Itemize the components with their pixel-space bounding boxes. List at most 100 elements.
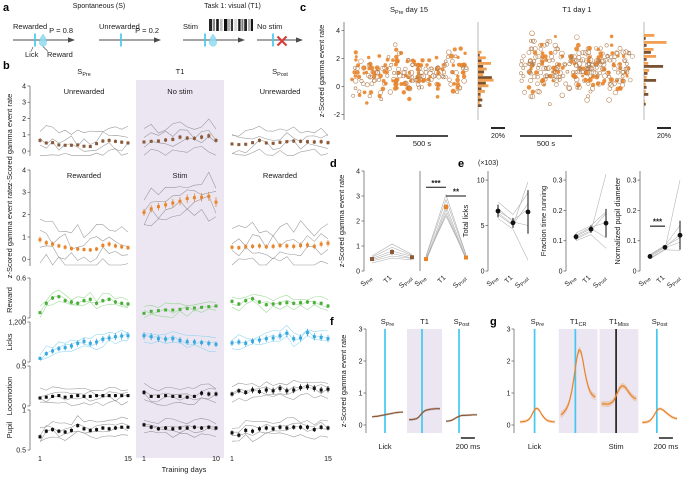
panel-b-individual-trace bbox=[39, 415, 129, 429]
panel-b-ytick-pupil-1: 0.5 bbox=[16, 447, 26, 454]
panel-b-individual-trace bbox=[231, 139, 329, 154]
panel-b-individual-trace bbox=[39, 386, 129, 391]
panel-b-ytick-reward-0: 0.6 bbox=[16, 275, 26, 282]
panel-a-reward-label: Reward bbox=[47, 50, 73, 59]
panel-e-ytick-normalized-pupil-diameter-2: 0.1 bbox=[627, 238, 637, 245]
panel-b-individual-trace bbox=[39, 131, 129, 147]
panel-b-ytick-licks-0: 1,200 bbox=[8, 319, 26, 326]
panel-e-mean-marker bbox=[495, 208, 501, 214]
panel-c-ytick-3: -2 bbox=[334, 112, 340, 119]
panel-a-prob-0: P = 0.8 bbox=[49, 26, 73, 35]
panel-e-ylabel-total-licks: Total licks bbox=[461, 204, 470, 237]
panel-e-ytick-fraction-time-running-3: 0 bbox=[559, 268, 563, 275]
panel-b-mean-series-rewarded-0 bbox=[38, 236, 130, 252]
panel-b-individual-trace bbox=[231, 393, 329, 403]
panel-e-mean-marker bbox=[573, 234, 579, 240]
panel-c-svg: 4 2 0 -2 z-Scored gamma event rate SPre day 1… bbox=[317, 5, 671, 148]
panel-c-time-scale-label-0: 500 s bbox=[413, 139, 432, 148]
panelF-trace-1 bbox=[409, 408, 440, 421]
panel-e-ytick-total-licks-2: 0 bbox=[481, 268, 485, 275]
panel-b-mean-series-pupil-1 bbox=[142, 422, 218, 431]
panel-b-individual-trace bbox=[39, 427, 129, 442]
panel-e-xtick-fraction-time-running-2: SPost bbox=[592, 274, 609, 291]
panelG-trace-1 bbox=[560, 348, 596, 416]
panel-b-ytick-licks-1: 0 bbox=[22, 359, 26, 366]
panelF-ytick-2: 1 bbox=[359, 390, 363, 397]
arrow-head bbox=[296, 37, 303, 43]
panel-b-individual-trace bbox=[231, 334, 329, 351]
panel-d-individual-line bbox=[425, 215, 467, 259]
panel-b-mean-series-unrewarded-2 bbox=[230, 138, 330, 147]
panelG-scalebar-label: 200 ms bbox=[654, 442, 679, 451]
panel-e-xtick-total-licks-2: SPost bbox=[514, 274, 531, 291]
panel-e-ytick-total-licks-0: 10 bbox=[477, 177, 485, 184]
panel-e-mean-marker bbox=[603, 220, 609, 226]
panel-d-sig-1-1: ** bbox=[453, 188, 460, 197]
panel-b-individual-trace bbox=[39, 253, 129, 266]
panel-b-individual-trace bbox=[231, 300, 329, 313]
panel-b-individual-trace bbox=[143, 418, 217, 425]
panel-b-ylabel-4: Locomotion bbox=[5, 377, 14, 416]
reward-droplet-icon bbox=[39, 33, 47, 47]
panel-b-mean-series-unrewarded-0 bbox=[38, 138, 130, 149]
panel-b-ytick-unrewarded-2: 2 bbox=[22, 116, 26, 123]
panel-b-individual-trace bbox=[231, 148, 329, 156]
panel-b-ylabel-3: Licks bbox=[5, 333, 14, 350]
panelG-title-1: T1CR bbox=[570, 317, 587, 328]
panel-b-individual-trace bbox=[231, 132, 329, 142]
panel-b-individual-trace bbox=[143, 146, 217, 156]
arrow-head bbox=[68, 37, 75, 43]
panelG-shading-2 bbox=[599, 329, 639, 433]
panel-d-individual-line bbox=[371, 255, 413, 262]
panel-b-ylabel-2: Reward bbox=[5, 287, 14, 313]
panel-d-mean-marker bbox=[464, 255, 468, 260]
panel-d-xtick-0-1: T1 bbox=[383, 274, 394, 285]
panel-d-individual-line bbox=[425, 193, 467, 257]
panelG-title-0: SPre bbox=[531, 317, 544, 328]
panel-b-xend-1: 10 bbox=[212, 456, 220, 463]
panel-b-mean-series-locomotion-0 bbox=[38, 394, 130, 400]
panel-d-individual-line bbox=[425, 198, 467, 258]
panel-b-individual-trace bbox=[143, 135, 217, 148]
panel-b-individual-trace bbox=[39, 141, 129, 152]
panel-b-ylabel-5: Pupil bbox=[5, 421, 14, 438]
panel-b-individual-trace bbox=[143, 425, 217, 434]
panel-b-individual-trace bbox=[39, 289, 129, 307]
panel-b-xstart-0: 1 bbox=[38, 456, 42, 463]
panel-b-ytick-rewarded-0: 4 bbox=[22, 167, 26, 174]
panel-b-individual-trace bbox=[39, 301, 129, 318]
panelG-ytick-1: 2 bbox=[507, 358, 511, 365]
panelG-title-2: T1Miss bbox=[609, 317, 629, 328]
panelF-ytick-0: 3 bbox=[359, 326, 363, 333]
panel-e-ytick-normalized-pupil-diameter-1: 0.2 bbox=[627, 208, 637, 215]
panel-b-xstart-2: 1 bbox=[230, 456, 234, 463]
panel-e: 10 5 0 Total licks SPre T1 SPost 0.3 0.2 0.1 0 Frac… bbox=[458, 155, 685, 310]
panel-b-ytick-reward-1: 0 bbox=[22, 315, 26, 322]
panel-b-xend-0: 15 bbox=[124, 456, 132, 463]
panel-b-individual-trace bbox=[39, 329, 129, 356]
panel-b-ytick-unrewarded-3: 1 bbox=[22, 132, 26, 139]
panelF-ytick-1: 2 bbox=[359, 358, 363, 365]
panel-b-individual-trace bbox=[231, 432, 329, 442]
panel-e-xtick-fraction-time-running-1: T1 bbox=[582, 274, 593, 285]
panel-a-lick-label: Lick bbox=[25, 50, 39, 59]
panel-b: SPre T1 SPost 4 3 2 1 0 Unrewarded No stim Unrewar… bbox=[0, 60, 340, 474]
panel-b-mean-series-locomotion-1 bbox=[142, 390, 218, 399]
panel-e-ytick-fraction-time-running-0: 0.3 bbox=[553, 177, 563, 184]
panel-d-ytick-0: 4 bbox=[356, 168, 360, 175]
panel-d-xtick-1-0: SPre bbox=[414, 274, 429, 289]
panel-d-ytick-1: 3 bbox=[356, 193, 360, 200]
panelG-event-label-2: Stim bbox=[609, 442, 624, 451]
panel-b-individual-trace bbox=[143, 392, 217, 402]
panel-b-individual-trace bbox=[39, 390, 129, 398]
panel-e-letter: e bbox=[458, 158, 465, 170]
panel-b-individual-trace bbox=[231, 417, 329, 429]
panel-c-histogram-0 bbox=[478, 50, 494, 107]
panel-c-ytick-2: 0 bbox=[336, 84, 340, 91]
panelG-trace-2 bbox=[601, 385, 637, 405]
panel-b-mean-series-licks-2 bbox=[230, 328, 330, 347]
panel-b-individual-trace bbox=[39, 245, 129, 263]
panel-e-ylabel-fraction-time-running: Fraction time running bbox=[539, 186, 548, 256]
panel-e-individual-line bbox=[575, 234, 607, 249]
